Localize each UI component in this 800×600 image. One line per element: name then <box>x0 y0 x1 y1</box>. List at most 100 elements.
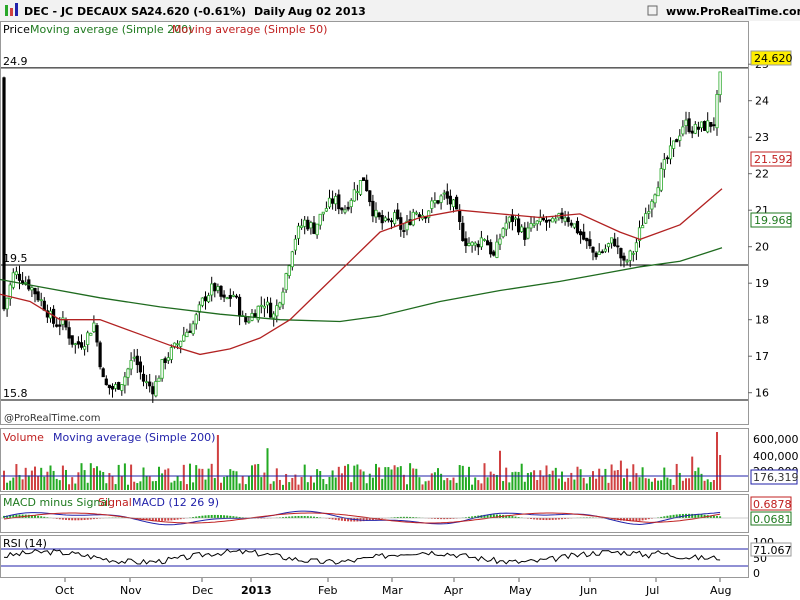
volume-bar <box>511 472 514 490</box>
macd-hist-bar <box>201 515 204 518</box>
volume-bar <box>213 478 216 490</box>
volume-bar <box>477 480 480 490</box>
volume-bar <box>610 464 613 490</box>
candle <box>408 210 412 226</box>
candle <box>517 213 521 236</box>
volume-bar <box>263 472 266 490</box>
candle <box>668 137 673 165</box>
candle <box>107 384 111 395</box>
macd-hist-bar <box>660 516 663 518</box>
candle <box>681 120 685 137</box>
macd-hist-bar <box>334 518 337 520</box>
candle <box>76 336 80 349</box>
macd-hist-bar <box>15 514 18 518</box>
macd-hist-bar <box>712 515 715 518</box>
candle <box>653 193 657 208</box>
macd-hist-bar <box>55 518 58 519</box>
volume-bar <box>613 470 616 490</box>
volume-bar <box>220 482 222 490</box>
volume-bar <box>105 483 108 490</box>
maximize-icon[interactable] <box>647 5 658 16</box>
candle <box>166 352 170 364</box>
candle <box>662 153 666 178</box>
candle <box>92 315 96 333</box>
macd-hist-bar <box>409 516 412 518</box>
macd-hist-bar <box>433 518 436 519</box>
candle <box>293 235 298 255</box>
volume-bar <box>570 472 573 490</box>
candle <box>306 216 310 231</box>
volume-bar <box>409 463 412 490</box>
volume-bar <box>12 477 15 490</box>
volume-bar <box>123 463 126 490</box>
ma50-badge: 21.592 <box>750 151 793 167</box>
rsi-tick-0: 0 <box>753 567 760 580</box>
candle <box>123 371 127 394</box>
volume-bar <box>185 484 188 490</box>
volume-bar <box>319 471 322 490</box>
macd-hist-bar <box>663 516 666 518</box>
candle <box>17 265 22 290</box>
volume-panel <box>0 428 749 492</box>
volume-bar <box>551 470 554 490</box>
volume-bar <box>136 483 139 490</box>
candle <box>36 287 40 302</box>
candle <box>318 213 322 230</box>
volume-bar <box>638 477 641 490</box>
macd-panel <box>0 494 749 533</box>
candle <box>45 304 50 323</box>
candle <box>374 202 378 223</box>
candle <box>461 215 465 242</box>
svg-text:19.968: 19.968 <box>754 214 793 227</box>
macd-hist-bar <box>464 517 467 518</box>
candle <box>637 220 642 248</box>
rsi-panel <box>0 535 749 578</box>
volume-bar <box>474 477 477 490</box>
macd-hist-bar <box>30 515 33 518</box>
macd-hist-bar <box>34 515 36 518</box>
volume-bar <box>530 472 532 490</box>
volume-bar <box>660 480 663 490</box>
volume-bar <box>585 483 588 490</box>
volume-bar <box>375 463 377 490</box>
macd-hist-bar <box>626 518 629 521</box>
svg-text:0.0681: 0.0681 <box>753 513 792 526</box>
candle <box>606 242 611 253</box>
price-panel <box>0 21 749 425</box>
volume-bar <box>167 468 170 490</box>
macd-hist-bar <box>278 517 281 518</box>
candle <box>132 349 136 362</box>
candle <box>448 189 453 211</box>
volume-bar <box>127 484 129 490</box>
volume-bar <box>573 479 576 490</box>
candle <box>358 180 363 197</box>
volume-bars <box>3 432 722 490</box>
volume-bar <box>334 477 337 490</box>
candle <box>690 126 694 139</box>
volume-bar <box>297 484 300 490</box>
candle <box>454 194 459 210</box>
site-link[interactable]: www.ProRealTime.com <box>666 5 800 18</box>
volume-bar <box>486 477 489 490</box>
macd-hist-bar <box>536 518 539 520</box>
candle <box>70 335 74 348</box>
macd-hist-bar <box>554 518 557 520</box>
volume-bar <box>74 483 77 490</box>
macd-hist-bar <box>61 518 64 520</box>
volume-bar <box>669 479 672 490</box>
volume-legend: Volume <box>3 431 44 444</box>
candle <box>575 217 580 235</box>
volume-bar <box>43 476 46 490</box>
macd-hist-bar <box>83 518 86 520</box>
macd-hist-bar <box>371 518 374 521</box>
macd-hist-bar <box>331 518 334 520</box>
candle <box>495 234 499 259</box>
candle <box>268 297 273 318</box>
candle <box>718 71 722 103</box>
candle <box>303 215 307 235</box>
candle <box>699 121 704 132</box>
macd-hist-bar <box>192 517 195 518</box>
volume-bar <box>257 463 260 490</box>
volume-bar <box>151 481 154 490</box>
candle <box>27 275 31 292</box>
